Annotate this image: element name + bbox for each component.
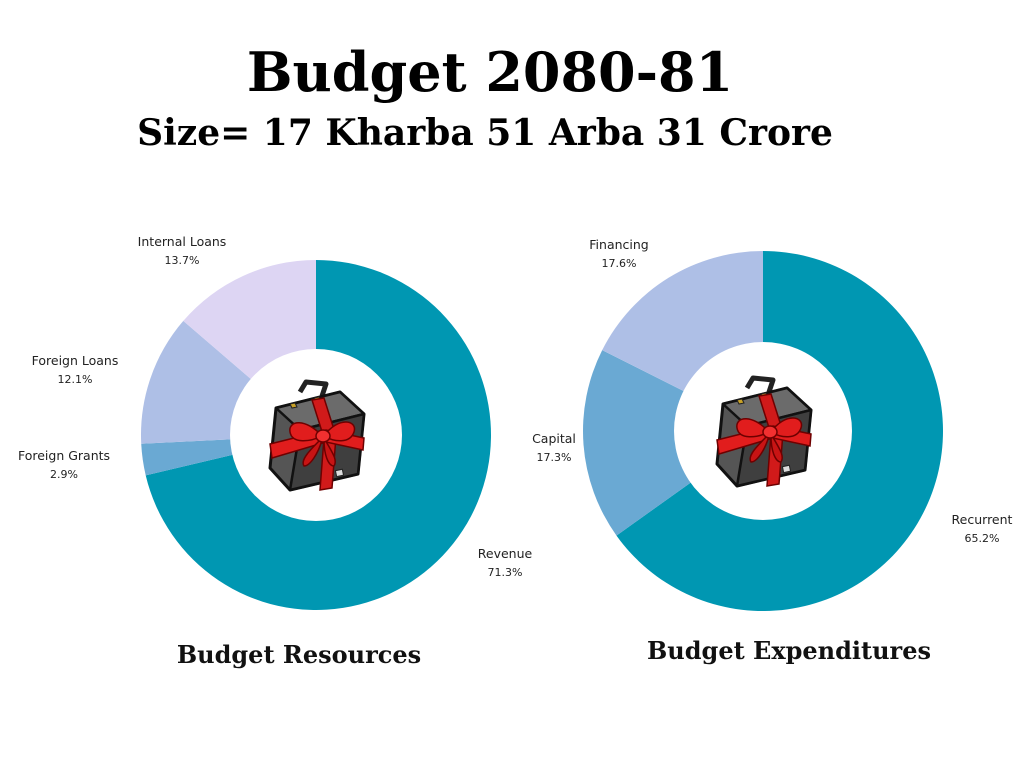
slice-label-recurrent: Recurrent 65.2%	[951, 512, 1013, 545]
slice-label-foreign-loans: Foreign Loans 12.1%	[31, 353, 119, 386]
slice-label-financing: Financing 17.6%	[589, 237, 649, 270]
slice-capital	[583, 350, 763, 536]
slice-label-capital: Capital 17.3%	[532, 431, 576, 464]
page-title: Budget 2080-81	[246, 40, 734, 104]
slice-label-revenue: Revenue 71.3%	[477, 546, 533, 579]
slice-label-foreign-grants: Foreign Grants 2.9%	[17, 448, 111, 481]
chart-title-expenditures: Budget Expenditures	[647, 636, 931, 665]
briefcase-gift-icon	[268, 379, 366, 492]
slice-label-internal-loans: Internal Loans 13.7%	[137, 234, 227, 267]
chart-title-resources: Budget Resources	[176, 640, 422, 669]
page-subtitle: Size= 17 Kharba 51 Arba 31 Crore	[137, 112, 833, 154]
briefcase-gift-icon	[715, 375, 813, 488]
